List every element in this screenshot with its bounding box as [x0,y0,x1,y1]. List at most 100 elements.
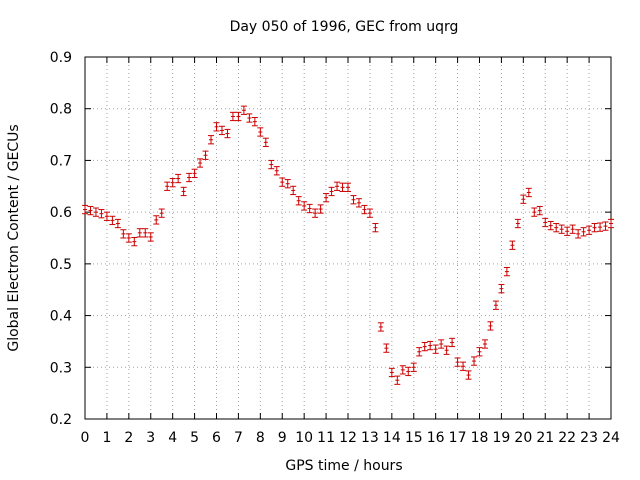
data-point [235,111,242,122]
data-point [273,166,280,176]
x-tick-label: 17 [449,430,467,446]
x-tick-label: 2 [124,430,133,446]
data-point [268,159,275,170]
x-tick-label: 13 [361,430,379,446]
x-tick-label: 10 [295,430,313,446]
data-point [328,186,335,197]
x-tick-label: 1 [102,430,111,446]
data-point [334,181,341,191]
data-point [377,322,384,332]
data-point [465,370,472,380]
data-point [350,195,357,205]
x-tick-label: 21 [536,430,554,446]
data-point [295,196,302,206]
data-point [564,226,571,236]
data-point [279,177,286,187]
y-tick-label: 0.7 [50,153,72,169]
data-point [405,366,412,377]
x-tick-label: 16 [427,430,445,446]
x-tick-label: 23 [580,430,598,446]
data-point [542,217,549,228]
data-point [438,339,445,349]
data-point [383,343,390,353]
data-point [492,300,499,310]
data-point [525,187,532,198]
y-tick-label: 0.4 [50,309,72,325]
x-tick-labels: 0 1 2 3 4 5 6 7 8 9 10 11 12 13 14 15 16 17 18 19 20 21 22 23 24 [81,430,620,446]
data-point [109,215,116,226]
data-point [290,185,297,196]
data-point [158,208,165,218]
data-point [345,182,351,192]
data-point [312,208,319,218]
data-point [240,105,247,115]
data-point [547,220,554,231]
data-point [399,365,406,375]
x-tick-label: 24 [602,430,620,446]
data-point [460,361,467,371]
data-point [586,225,593,235]
data-point [262,137,269,147]
data-point [454,357,461,367]
data-point [427,340,434,351]
data-points [82,105,614,385]
x-tick-label: 8 [256,430,265,446]
data-point [197,158,204,168]
data-point [476,347,483,357]
data-point [191,168,198,178]
y-tick-label: 0.3 [50,360,72,376]
data-point [558,224,565,234]
data-point [180,186,187,197]
data-point [120,229,127,239]
data-point [355,198,362,208]
data-point [449,337,456,348]
data-point [372,223,379,233]
data-point [229,111,236,122]
data-point [487,321,494,331]
data-point [366,208,373,218]
data-point [394,375,401,385]
y-tick-label: 0.5 [50,257,72,273]
chart-title: Day 050 of 1996, GEC from uqrg [230,19,459,35]
data-point [301,201,308,211]
data-point [509,240,516,250]
x-tick-label: 9 [278,430,287,446]
x-axis-label: GPS time / hours [285,458,402,474]
data-point [251,117,258,127]
data-point [432,344,439,354]
data-point [92,207,99,217]
data-point [125,233,132,243]
data-point [164,181,171,191]
data-point [503,266,510,277]
data-point [597,222,604,232]
data-point [153,215,160,225]
x-tick-label: 22 [558,430,576,446]
data-point [186,172,193,183]
data-point [591,223,598,233]
x-tick-label: 7 [234,430,243,446]
data-point [388,367,395,378]
x-tick-label: 19 [493,430,511,446]
data-point [82,204,88,215]
x-tick-label: 5 [190,430,199,446]
data-point [147,232,154,242]
data-point [498,284,505,294]
data-point [87,205,94,216]
data-point [114,218,121,229]
x-tick-label: 20 [514,430,532,446]
data-point [531,207,538,217]
data-point [602,221,609,231]
data-point [306,203,313,214]
data-point [169,178,176,188]
data-point [224,128,231,139]
data-point [569,224,576,234]
data-point [98,209,105,219]
data-point [257,127,264,137]
data-point [471,356,478,366]
data-point [410,362,417,372]
grid [85,57,611,419]
data-point [520,194,527,204]
y-tick-label: 0.2 [50,412,72,428]
data-point [575,229,582,239]
